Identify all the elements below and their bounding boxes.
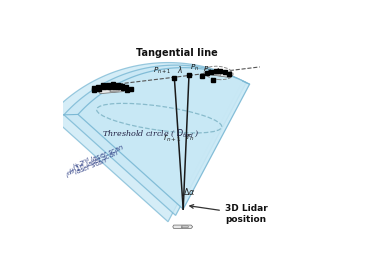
- Polygon shape: [78, 68, 250, 209]
- Text: $r_{n+1}$: $r_{n+1}$: [163, 133, 182, 144]
- Text: $P_{n+1}$: $P_{n+1}$: [153, 66, 171, 76]
- Text: $P_{n-2}$: $P_{n-2}$: [215, 68, 233, 78]
- Text: $P_n$: $P_n$: [190, 63, 199, 73]
- Polygon shape: [50, 62, 243, 222]
- Text: $P_{n-1}$: $P_{n-1}$: [203, 65, 222, 75]
- Polygon shape: [173, 225, 193, 229]
- Text: $i$+1$^{st}$ laser scan: $i$+1$^{st}$ laser scan: [67, 147, 121, 178]
- Text: $i^{th}$ laser scan: $i^{th}$ laser scan: [64, 154, 109, 181]
- Text: $r_n$: $r_n$: [186, 132, 195, 143]
- Text: Tangential line: Tangential line: [136, 47, 218, 58]
- Text: 3D Lidar
position: 3D Lidar position: [190, 204, 268, 224]
- Text: Threshold circle ( $\mathit{D}_{thd}$ ): Threshold circle ( $\mathit{D}_{thd}$ ): [102, 127, 200, 139]
- Polygon shape: [207, 71, 232, 78]
- Text: $i$+2$^{nd}$ laser scan: $i$+2$^{nd}$ laser scan: [70, 142, 125, 173]
- Text: $\Delta\alpha$: $\Delta\alpha$: [183, 186, 196, 197]
- Polygon shape: [99, 87, 125, 94]
- Polygon shape: [212, 72, 221, 75]
- Polygon shape: [64, 65, 246, 215]
- Text: $\lambda$: $\lambda$: [177, 64, 183, 75]
- Polygon shape: [181, 226, 188, 228]
- Polygon shape: [110, 89, 119, 92]
